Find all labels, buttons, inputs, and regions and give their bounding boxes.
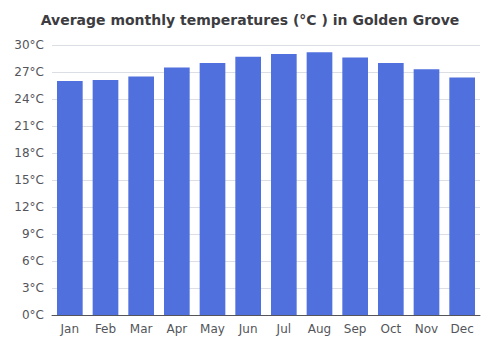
svg-text:0°C: 0°C bbox=[22, 308, 44, 322]
svg-text:3°C: 3°C bbox=[22, 281, 44, 295]
svg-text:Nov: Nov bbox=[415, 322, 438, 336]
svg-text:May: May bbox=[200, 322, 225, 336]
svg-text:24°C: 24°C bbox=[14, 92, 44, 106]
svg-text:Dec: Dec bbox=[451, 322, 474, 336]
svg-text:Jun: Jun bbox=[238, 322, 258, 336]
svg-text:9°C: 9°C bbox=[22, 227, 44, 241]
svg-text:Jul: Jul bbox=[276, 322, 291, 336]
svg-text:21°C: 21°C bbox=[14, 119, 44, 133]
svg-text:12°C: 12°C bbox=[14, 200, 44, 214]
svg-text:Sep: Sep bbox=[344, 322, 367, 336]
svg-text:18°C: 18°C bbox=[14, 146, 44, 160]
svg-text:6°C: 6°C bbox=[22, 254, 44, 268]
svg-text:Oct: Oct bbox=[380, 322, 401, 336]
svg-text:Jan: Jan bbox=[60, 322, 80, 336]
svg-text:30°C: 30°C bbox=[14, 38, 44, 52]
svg-text:Aug: Aug bbox=[308, 322, 331, 336]
svg-text:27°C: 27°C bbox=[14, 65, 44, 79]
svg-text:Feb: Feb bbox=[95, 322, 116, 336]
svg-text:Apr: Apr bbox=[166, 322, 187, 336]
svg-text:Mar: Mar bbox=[130, 322, 153, 336]
svg-text:Average monthly temperatures (: Average monthly temperatures (°C ) in Go… bbox=[41, 12, 460, 28]
svg-text:15°C: 15°C bbox=[14, 173, 44, 187]
